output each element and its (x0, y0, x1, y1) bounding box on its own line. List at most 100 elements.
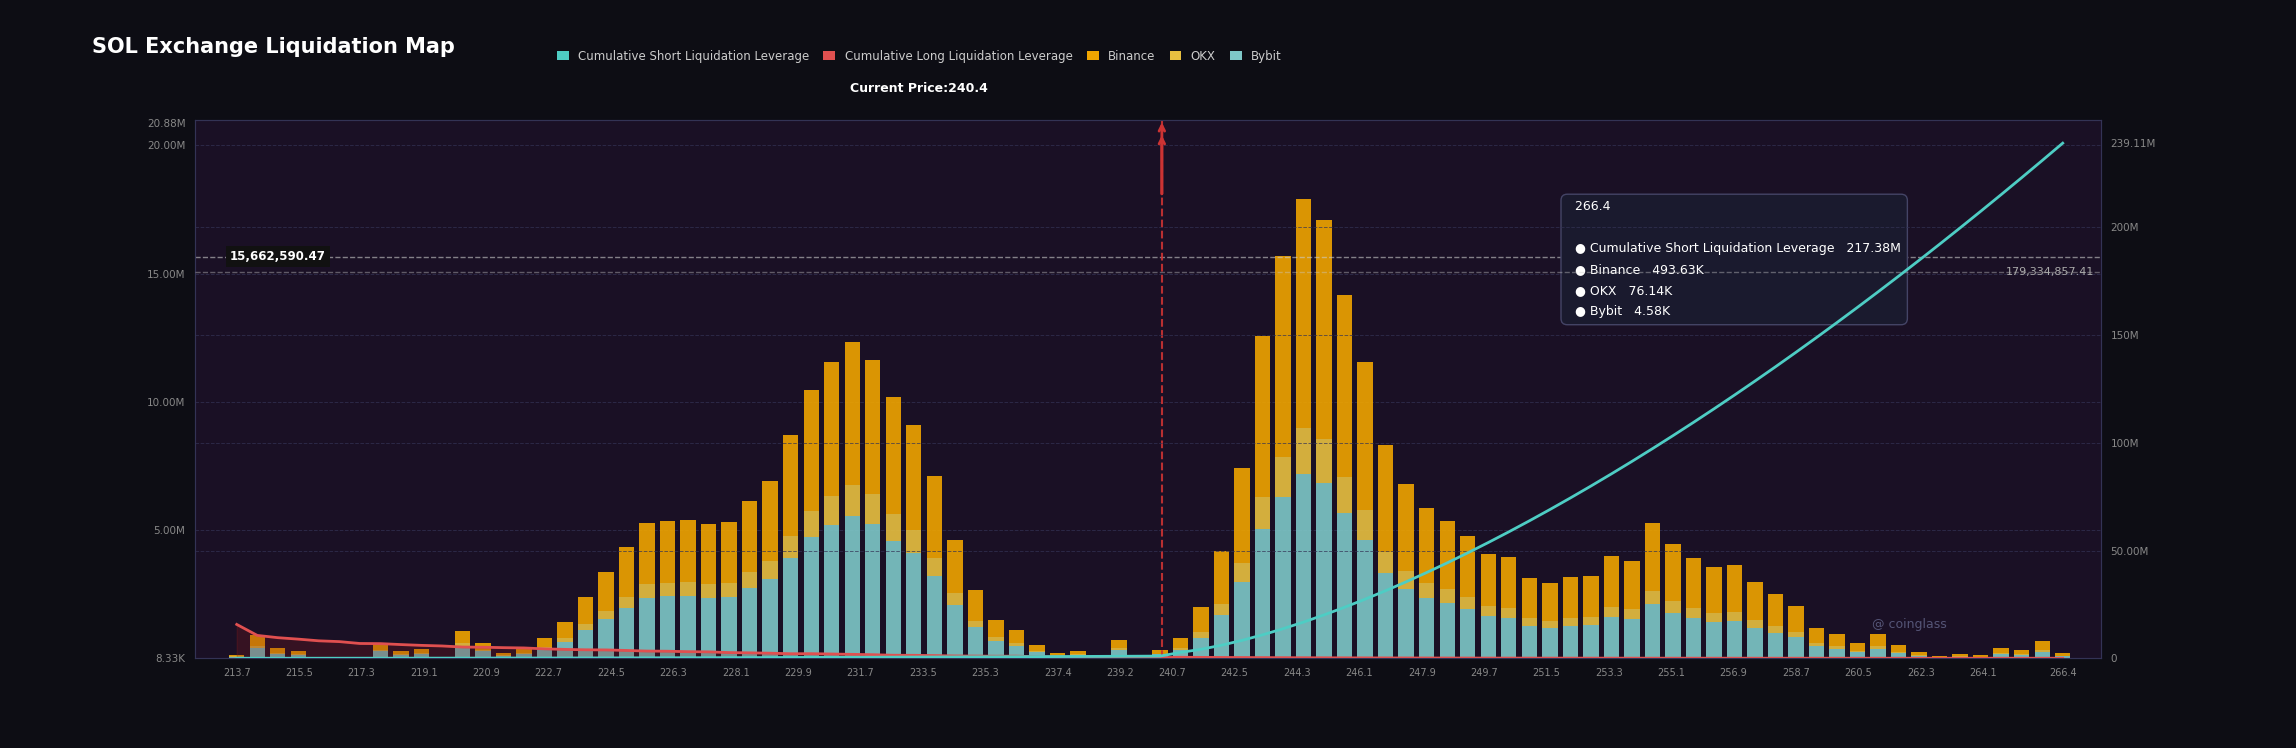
Bar (1851, 651, 1864, 652)
Bar (1747, 628, 1763, 658)
Bar (1008, 630, 1024, 643)
Bar (1706, 622, 1722, 658)
Bar (372, 650, 388, 652)
Bar (845, 485, 861, 516)
Bar (413, 653, 429, 654)
Bar (1235, 468, 1249, 563)
Bar (1644, 604, 1660, 658)
Bar (1644, 523, 1660, 591)
Bar (1931, 657, 1947, 658)
Bar (1173, 650, 1189, 658)
Bar (1789, 632, 1805, 637)
Bar (1357, 510, 1373, 540)
Text: 15,662,590.47: 15,662,590.47 (230, 250, 326, 263)
Bar (1972, 657, 1988, 658)
Bar (742, 571, 758, 587)
Bar (1295, 474, 1311, 658)
Bar (475, 650, 491, 652)
Bar (1008, 643, 1024, 646)
Bar (742, 501, 758, 571)
Bar (762, 481, 778, 561)
Bar (250, 648, 264, 658)
Bar (1173, 648, 1189, 650)
Bar (1481, 554, 1497, 606)
Bar (967, 590, 983, 621)
Bar (1871, 646, 1885, 649)
Bar (1215, 551, 1228, 604)
Bar (783, 558, 799, 658)
Bar (1623, 619, 1639, 658)
Bar (1892, 652, 1906, 653)
Bar (455, 631, 471, 643)
Bar (1910, 656, 1926, 658)
Bar (1316, 482, 1332, 658)
Bar (2014, 654, 2030, 655)
Bar (1029, 651, 1045, 652)
Bar (1274, 256, 1290, 457)
Bar (1029, 652, 1045, 658)
Bar (496, 653, 512, 655)
Bar (1460, 536, 1476, 597)
Bar (1543, 583, 1557, 621)
Bar (271, 653, 285, 654)
Bar (680, 521, 696, 583)
Bar (886, 515, 900, 541)
Bar (1830, 649, 1844, 658)
Bar (1952, 657, 1968, 658)
Bar (250, 635, 264, 646)
Bar (824, 363, 840, 496)
Bar (372, 643, 388, 650)
Bar (1809, 643, 1825, 646)
Bar (1460, 609, 1476, 658)
Bar (1502, 608, 1515, 618)
Bar (928, 558, 941, 577)
Bar (1706, 567, 1722, 613)
Bar (455, 646, 471, 658)
Bar (1398, 484, 1414, 571)
Bar (1194, 637, 1208, 658)
Bar (1419, 583, 1435, 598)
Bar (1194, 607, 1208, 633)
Bar (1665, 545, 1681, 601)
Bar (1274, 457, 1290, 497)
Bar (1623, 610, 1639, 619)
Bar (517, 648, 533, 652)
Bar (1543, 628, 1557, 658)
Bar (413, 649, 429, 653)
Bar (680, 596, 696, 658)
Bar (1892, 653, 1906, 658)
Bar (475, 643, 491, 650)
Bar (517, 654, 533, 658)
Bar (393, 652, 409, 654)
Bar (721, 583, 737, 597)
Bar (1336, 295, 1352, 476)
Bar (1008, 646, 1024, 658)
Bar (1173, 638, 1189, 648)
Bar (1584, 617, 1598, 625)
Bar (1685, 557, 1701, 608)
Bar (1892, 646, 1906, 652)
Bar (1809, 628, 1825, 643)
Bar (1398, 571, 1414, 589)
Bar (804, 511, 820, 538)
Bar (2014, 655, 2030, 658)
Bar (1481, 606, 1497, 616)
Bar (1768, 626, 1784, 633)
Bar (928, 476, 941, 558)
Bar (1644, 591, 1660, 604)
Bar (1256, 336, 1270, 497)
Bar (1727, 612, 1743, 621)
Bar (1564, 577, 1577, 618)
Text: 179,334,857.41: 179,334,857.41 (2004, 267, 2094, 277)
Bar (1584, 576, 1598, 617)
Bar (948, 540, 962, 593)
Bar (1603, 617, 1619, 658)
Bar (372, 652, 388, 658)
Bar (599, 610, 613, 619)
Bar (721, 597, 737, 658)
Bar (928, 577, 941, 658)
Bar (1871, 649, 1885, 658)
Bar (1111, 650, 1127, 658)
Bar (1706, 613, 1722, 622)
Bar (659, 583, 675, 596)
